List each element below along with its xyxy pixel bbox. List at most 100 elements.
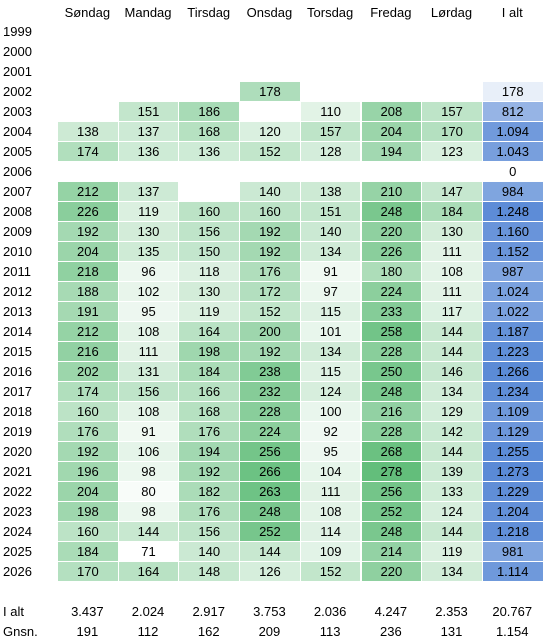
cell: 160 (58, 521, 118, 541)
row-label: 2020 (3, 443, 32, 459)
total-cell: 20.767 (492, 603, 533, 619)
cell: 204 (58, 241, 118, 261)
cell: 1.114 (482, 561, 543, 581)
row-label: 2000 (3, 43, 32, 59)
cell: 126 (240, 561, 300, 581)
cell: 200 (240, 321, 300, 341)
column-header: Søndag (64, 4, 111, 20)
cell: 95 (118, 301, 179, 321)
cell: 1.255 (482, 441, 543, 461)
cell: 192 (240, 341, 300, 361)
cell: 151 (118, 101, 179, 121)
cell: 106 (118, 441, 179, 461)
total-cell: 113 (319, 623, 341, 639)
row-label: 2019 (3, 423, 32, 439)
cell: 111 (118, 341, 179, 361)
row-label: 2011 (3, 263, 31, 279)
cell: 140 (240, 181, 300, 201)
cell: 1.273 (482, 461, 543, 481)
total-cell: 162 (197, 623, 220, 639)
cell: 95 (300, 441, 361, 461)
cell: 212 (58, 321, 118, 341)
column-header: Onsdag (246, 4, 293, 20)
cell: 250 (361, 361, 422, 381)
cell: 91 (300, 261, 361, 281)
cell: 228 (361, 421, 422, 441)
cell: 216 (361, 401, 422, 421)
cell: 1.109 (482, 401, 543, 421)
cell: 144 (422, 341, 482, 361)
cell: 157 (300, 121, 361, 141)
cell: 224 (240, 421, 300, 441)
cell: 111 (300, 481, 361, 501)
cell: 252 (240, 521, 300, 541)
row-label: 2002 (3, 83, 32, 99)
cell: 176 (240, 261, 300, 281)
cell: 220 (361, 561, 422, 581)
cell: 100 (300, 401, 361, 421)
cell: 160 (240, 201, 300, 221)
cell: 204 (58, 481, 118, 501)
cell: 135 (118, 241, 179, 261)
cell: 124 (300, 381, 361, 401)
cell: 194 (361, 141, 422, 161)
cell: 233 (361, 301, 422, 321)
cell: 984 (482, 181, 543, 201)
cell: 144 (422, 521, 482, 541)
cell: 252 (361, 501, 422, 521)
cell: 1.204 (482, 501, 543, 521)
total-label: Gnsn. (3, 623, 38, 639)
row-label: 2010 (3, 243, 32, 259)
cell: 104 (300, 461, 361, 481)
cell: 1.043 (482, 141, 543, 161)
cell: 144 (422, 441, 482, 461)
cell: 108 (118, 401, 179, 421)
cell: 134 (300, 241, 361, 261)
cell: 128 (300, 141, 361, 161)
cell: 182 (179, 481, 240, 501)
cell: 1.187 (482, 321, 543, 341)
row-label: 2015 (3, 343, 32, 359)
row-label: 1999 (3, 23, 32, 39)
cell: 160 (179, 201, 240, 221)
cell: 192 (58, 221, 118, 241)
cell: 156 (118, 381, 179, 401)
cell: 96 (118, 261, 179, 281)
cell: 156 (179, 221, 240, 241)
cell: 110 (300, 101, 361, 121)
cell: 987 (482, 261, 543, 281)
cell: 138 (300, 181, 361, 201)
cell: 176 (58, 421, 118, 441)
cell: 278 (361, 461, 422, 481)
cell: 1.094 (482, 121, 543, 141)
cell: 129 (422, 401, 482, 421)
row-label: 2021 (3, 463, 32, 479)
cell: 194 (179, 441, 240, 461)
cell: 1.266 (482, 361, 543, 381)
cell: 191 (58, 301, 118, 321)
row-label: 2008 (3, 203, 32, 219)
cell: 102 (118, 281, 179, 301)
cell: 1.248 (482, 201, 543, 221)
column-header: Lørdag (430, 4, 473, 20)
cell: 812 (482, 101, 543, 121)
cell: 1.218 (482, 521, 543, 541)
row-label: 2014 (3, 323, 32, 339)
total-cell: 3.753 (253, 603, 286, 619)
cell: 152 (300, 561, 361, 581)
cell: 184 (179, 361, 240, 381)
cell: 0 (482, 161, 543, 181)
cell: 97 (300, 281, 361, 301)
cell: 131 (118, 361, 179, 381)
cell: 168 (179, 121, 240, 141)
cell: 144 (240, 541, 300, 561)
cell: 1.152 (482, 241, 543, 261)
cell: 228 (240, 401, 300, 421)
cell: 176 (179, 501, 240, 521)
cell: 1.160 (482, 221, 543, 241)
cell: 268 (361, 441, 422, 461)
cell: 174 (58, 381, 118, 401)
cell: 130 (118, 221, 179, 241)
cell: 186 (179, 101, 240, 121)
